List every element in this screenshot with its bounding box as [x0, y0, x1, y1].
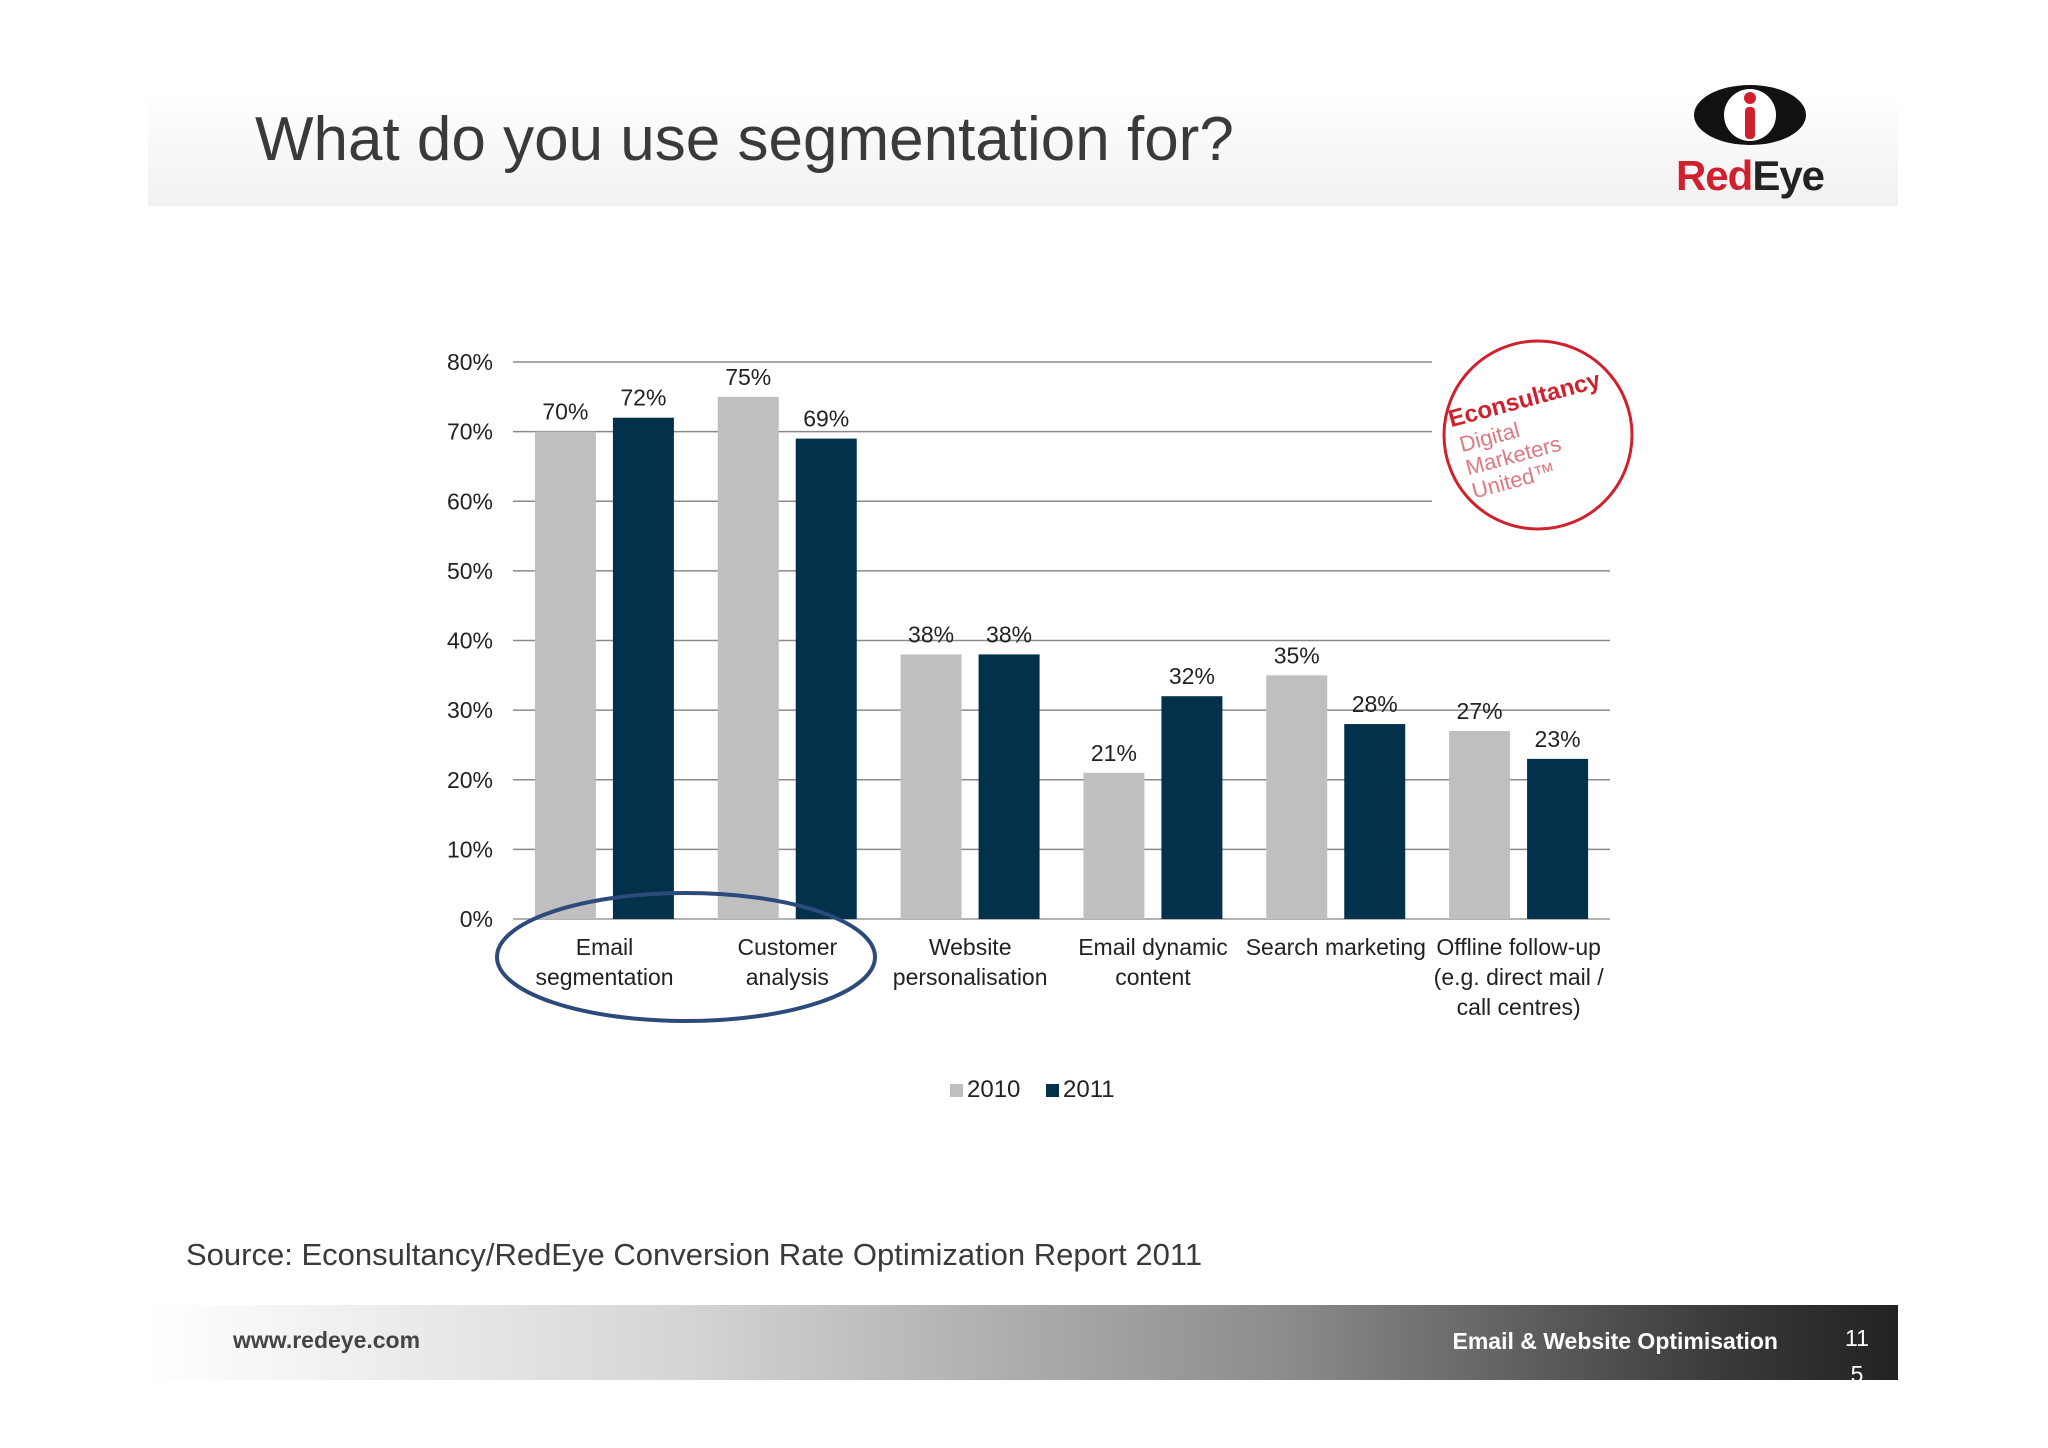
y-tick-label: 60% — [447, 488, 493, 514]
bar — [1449, 731, 1511, 919]
logo-red: Red — [1676, 152, 1752, 199]
x-tick-label: Customer analysis — [737, 934, 838, 990]
y-tick-label: 80% — [447, 349, 493, 375]
bar — [900, 654, 962, 919]
slide-title: What do you use segmentation for? — [255, 105, 1234, 174]
y-tick-label: 0% — [460, 906, 493, 932]
page-number: 115 — [1845, 1325, 1869, 1387]
value-label: 38% — [908, 621, 954, 647]
y-tick-label: 50% — [447, 558, 493, 584]
legend-label: 2010 — [967, 1076, 1020, 1103]
value-label: 35% — [1274, 642, 1320, 668]
value-label: 21% — [1091, 740, 1137, 766]
y-tick-label: 20% — [447, 767, 493, 793]
legend-swatch — [950, 1084, 963, 1097]
x-tick-label: Email segmentation — [535, 934, 674, 990]
x-tick-label: Search marketing — [1245, 934, 1426, 960]
value-label: 32% — [1169, 663, 1215, 689]
bar — [1161, 696, 1223, 919]
x-tick-label: Offline follow-up (e.g. direct mail / ca… — [1433, 934, 1604, 1020]
y-tick-label: 40% — [447, 628, 493, 654]
bar — [534, 431, 596, 919]
bar — [1344, 724, 1406, 919]
value-label: 69% — [803, 406, 849, 432]
y-tick-label: 10% — [447, 836, 493, 862]
bar — [1527, 758, 1589, 919]
legend-swatch — [1046, 1084, 1059, 1097]
econsultancy-badge: Econsultancy Digital Marketers United™ — [1442, 339, 1634, 531]
bar — [1266, 675, 1328, 919]
value-label: 28% — [1352, 691, 1398, 717]
footer-url: www.redeye.com — [233, 1327, 421, 1353]
logo-dark: Eye — [1752, 152, 1824, 199]
footer-title: Email & Website Optimisation — [1452, 1328, 1778, 1354]
x-tick-label: Email dynamic content — [1078, 934, 1228, 990]
value-label: 72% — [620, 385, 666, 411]
x-tick-label: Website personalisation — [892, 934, 1048, 990]
bar — [795, 438, 857, 919]
y-tick-label: 70% — [447, 419, 493, 445]
bar — [717, 396, 779, 919]
svg-text:RedEye: RedEye — [1676, 152, 1824, 199]
value-label: 23% — [1535, 726, 1581, 752]
footer-band — [148, 1305, 1898, 1380]
highlight-oval — [495, 891, 877, 1023]
value-label: 38% — [986, 621, 1032, 647]
legend-label: 2011 — [1063, 1076, 1115, 1103]
bar — [612, 417, 674, 919]
value-label: 27% — [1457, 698, 1503, 724]
value-label: 70% — [542, 399, 588, 425]
bar — [978, 654, 1040, 919]
header-band — [148, 91, 1898, 206]
y-tick-label: 30% — [447, 697, 493, 723]
bar — [1083, 772, 1145, 919]
redeye-logo: RedEye — [1676, 85, 1825, 199]
value-label: 75% — [725, 364, 771, 390]
source-note: Source: Econsultancy/RedEye Conversion R… — [186, 1237, 1203, 1272]
